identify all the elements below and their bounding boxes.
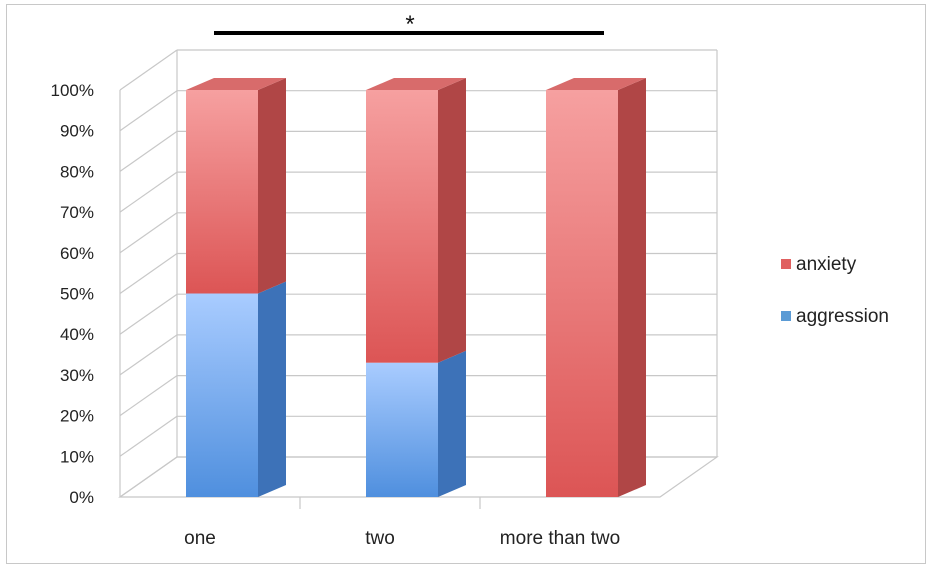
- bar-anxiety: [186, 90, 258, 294]
- gridline-wall: [119, 293, 178, 335]
- gridline-wall: [119, 253, 178, 294]
- bar-aggression: [186, 293, 258, 497]
- bar-side-anxiety: [438, 78, 466, 363]
- legend-swatch-anxiety: [781, 259, 791, 269]
- y-tick-label: 10%: [60, 447, 94, 466]
- gridline-wall: [119, 212, 178, 254]
- gridline-wall: [119, 49, 178, 91]
- bar-side-aggression: [438, 350, 466, 497]
- gridline-wall: [119, 334, 178, 376]
- y-tick-label: 60%: [60, 244, 94, 263]
- bar-top-anxiety: [186, 78, 286, 90]
- bar-top-anxiety: [546, 78, 646, 90]
- x-category-label: more than two: [500, 528, 620, 549]
- gridline-wall: [119, 130, 178, 172]
- y-tick-label: 90%: [60, 122, 94, 141]
- y-tick-label: 100%: [51, 81, 94, 100]
- gridline-wall: [119, 415, 178, 457]
- gridline-wall: [119, 456, 178, 498]
- legend: anxiety aggression: [781, 254, 889, 327]
- bar-side-anxiety: [258, 78, 286, 294]
- y-tick-label: 70%: [60, 203, 94, 222]
- gridline-wall: [119, 171, 178, 213]
- y-tick-label: 80%: [60, 162, 94, 181]
- y-tick-label: 0%: [69, 488, 94, 507]
- legend-label-aggression: aggression: [796, 306, 889, 327]
- bars-layer: [186, 78, 646, 497]
- x-category-label: one: [184, 528, 216, 549]
- x-category-label: two: [365, 528, 395, 549]
- y-tick-label: 20%: [60, 407, 94, 426]
- gridline-wall: [119, 90, 178, 132]
- significance-annotation: *: [214, 11, 604, 38]
- y-tick-label: 40%: [60, 325, 94, 344]
- gridline-wall: [119, 375, 178, 417]
- bar-anxiety: [366, 90, 438, 363]
- bar-aggression: [366, 362, 438, 497]
- legend-label-anxiety: anxiety: [796, 254, 857, 275]
- y-tick-label: 50%: [60, 285, 94, 304]
- bar-side-aggression: [258, 281, 286, 497]
- significance-star: *: [405, 11, 414, 38]
- y-tick-label: 30%: [60, 366, 94, 385]
- bar-side-anxiety: [618, 78, 646, 497]
- legend-swatch-aggression: [781, 311, 791, 321]
- bar-top-anxiety: [366, 78, 466, 90]
- labels-layer: 0% 10% 20% 30% 40% 50% 60% 70% 80% 90% 100% one two m…: [51, 81, 621, 549]
- bar-anxiety: [546, 90, 618, 497]
